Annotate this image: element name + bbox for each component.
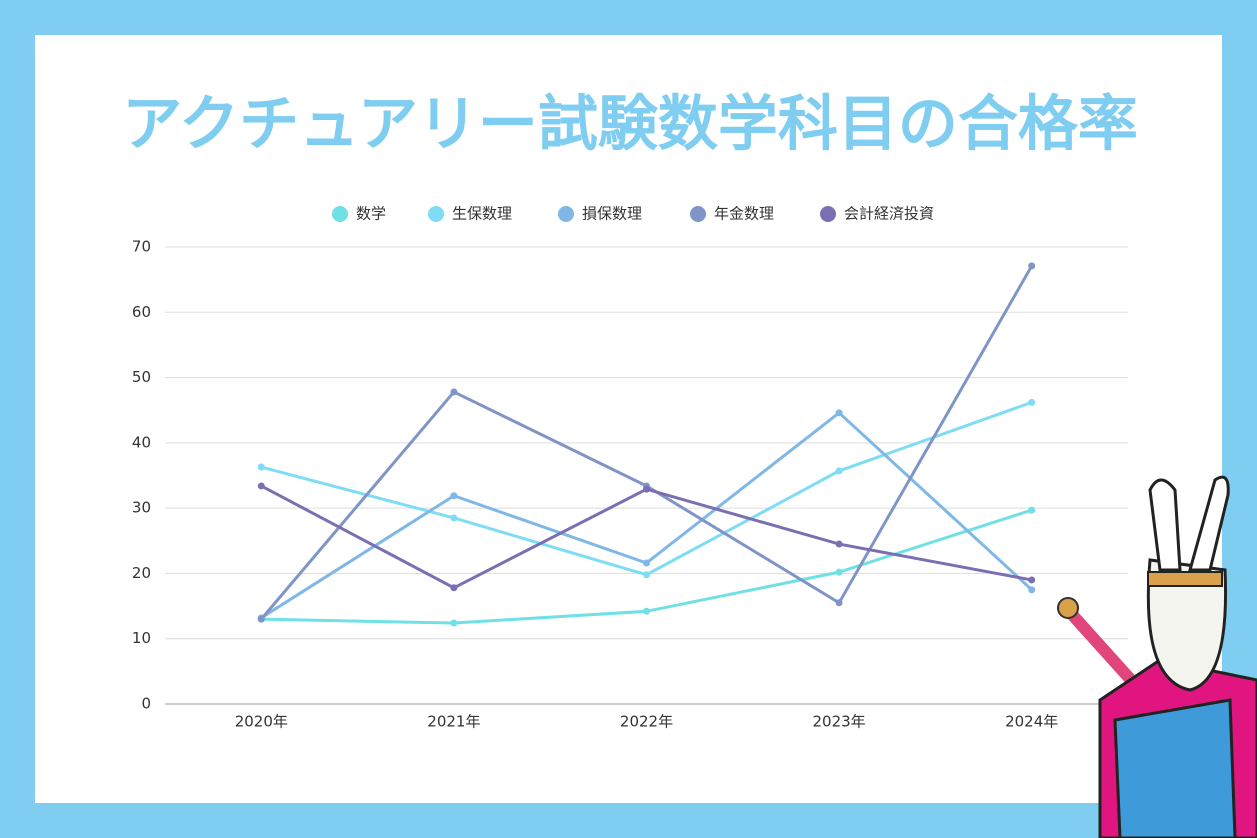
mascot (1057, 475, 1257, 838)
data-point (643, 571, 650, 579)
data-point (257, 482, 265, 490)
data-point (450, 584, 458, 592)
data-point (643, 485, 650, 493)
y-tick-label: 70 (132, 238, 151, 256)
data-point (450, 388, 458, 396)
legend-label: 会計経済投資 (844, 205, 934, 223)
legend-label: 数学 (356, 205, 386, 223)
x-tick-label: 2022年 (620, 713, 673, 731)
data-point (450, 514, 458, 522)
x-tick-label: 2021年 (427, 713, 480, 731)
y-tick-label: 40 (132, 433, 151, 451)
data-point (257, 463, 265, 471)
data-point (1028, 262, 1036, 270)
x-tick-label: 2020年 (235, 713, 288, 731)
data-point (835, 599, 843, 607)
data-point (643, 607, 650, 615)
y-tick-label: 10 (132, 629, 151, 647)
y-tick-label: 50 (132, 368, 151, 386)
data-point (835, 540, 843, 548)
data-point (450, 492, 458, 500)
legend-label: 損保数理 (582, 205, 642, 223)
y-tick-label: 60 (132, 303, 151, 321)
data-point (835, 568, 843, 576)
legend-marker (428, 206, 444, 222)
data-point (257, 615, 265, 623)
data-point (1028, 586, 1036, 594)
panel (35, 35, 1222, 803)
x-tick-label: 2024年 (1005, 713, 1058, 731)
y-tick-label: 30 (132, 499, 151, 517)
data-point (450, 619, 458, 627)
y-tick-label: 20 (132, 564, 151, 582)
legend-marker (690, 206, 706, 222)
legend-marker (558, 206, 574, 222)
legend-label: 年金数理 (714, 205, 774, 223)
y-tick-label: 0 (141, 695, 151, 713)
chart-title: アクチュアリー試験数学科目の合格率 (122, 90, 1138, 160)
data-point (1028, 398, 1036, 406)
data-point (643, 559, 650, 567)
data-point (1028, 576, 1036, 584)
data-point (1028, 506, 1036, 514)
data-point (835, 409, 843, 417)
data-point (835, 467, 843, 475)
legend-marker (332, 206, 348, 222)
legend-marker (820, 206, 836, 222)
x-tick-label: 2023年 (813, 713, 866, 731)
legend-label: 生保数理 (452, 205, 512, 223)
